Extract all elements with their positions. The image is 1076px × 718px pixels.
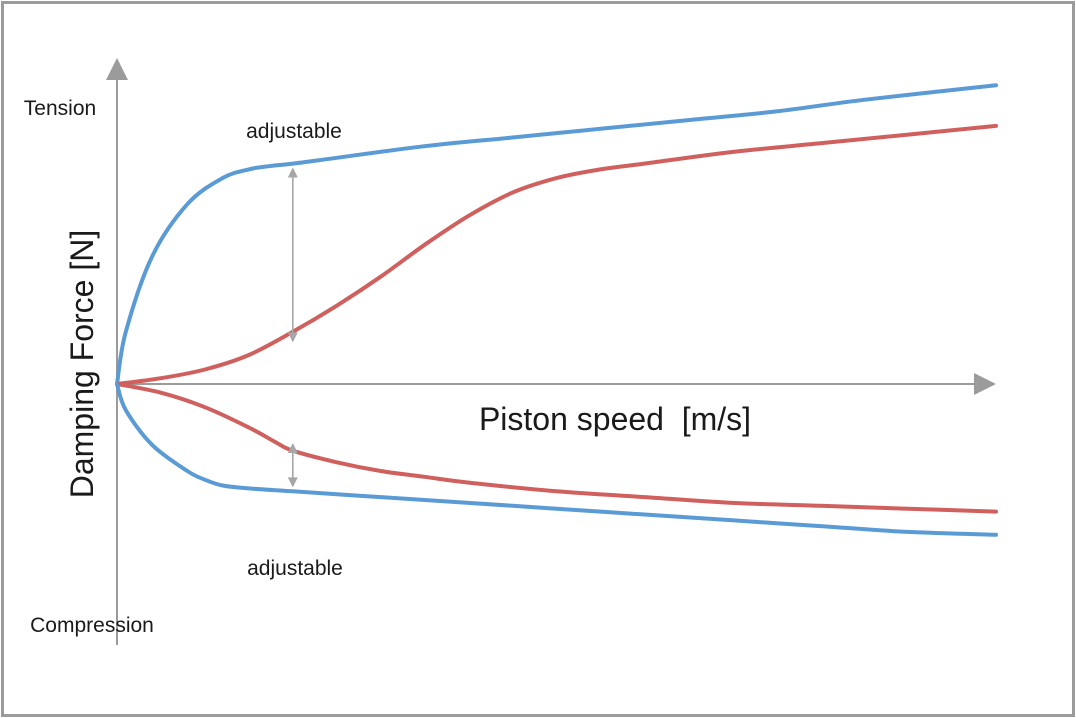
x-axis-title: Piston speed [m/s] (479, 401, 751, 437)
adjust-arrow-head-top (287, 167, 298, 178)
y-top-label: Tension (24, 97, 96, 120)
adjust-arrow-head-bottom (287, 332, 298, 343)
x-axis-arrowhead (974, 373, 996, 395)
series-layer (115, 83, 998, 537)
series-tension-hard (115, 83, 998, 386)
adjust-arrow-head-bottom (287, 477, 298, 488)
series-tension-soft (115, 123, 998, 386)
y-bottom-label: Compression (30, 614, 154, 637)
series-compression-soft (115, 382, 998, 514)
adjust-arrow-head-top (287, 443, 298, 453)
adjust-arrow-layer (287, 167, 298, 488)
axes (106, 58, 996, 645)
adjust-arrow-tension (287, 167, 298, 343)
y-axis-arrowhead (106, 58, 128, 80)
y-axis-title: Damping Force [N] (64, 230, 100, 499)
adjust-arrow-compression (287, 443, 298, 488)
series-compression-hard (115, 382, 998, 537)
annotation-adjustable-tension: adjustable (246, 120, 342, 143)
annotation-adjustable-compression: adjustable (247, 557, 343, 580)
